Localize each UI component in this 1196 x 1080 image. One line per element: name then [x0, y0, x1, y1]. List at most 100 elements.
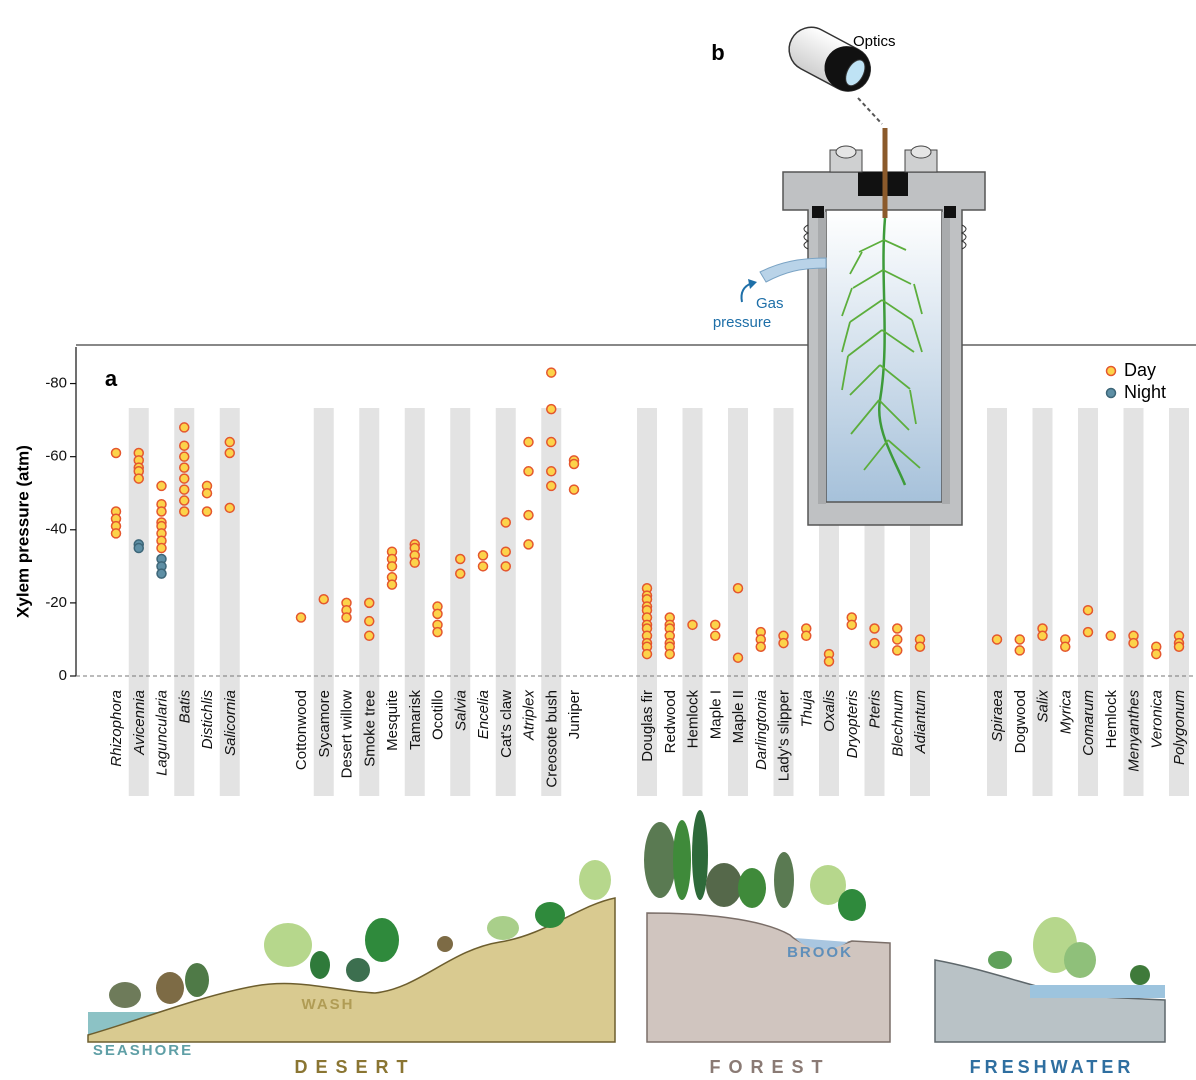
- x-tick-label: Laguncularia: [154, 690, 171, 776]
- data-point: [224, 502, 235, 514]
- data-point: [664, 648, 675, 660]
- region-label: FOREST: [709, 1057, 830, 1077]
- x-tick-label: Atriplex: [521, 690, 538, 742]
- x-tick-label: Spiraea: [989, 690, 1006, 742]
- chamber-wall: [818, 212, 826, 504]
- data-point: [568, 458, 580, 470]
- data-point: [869, 623, 880, 634]
- data-point: [179, 462, 190, 473]
- x-tick-label: Redwood: [662, 690, 679, 753]
- freshwater-plants: [988, 917, 1150, 985]
- data-point: [1151, 648, 1162, 660]
- legend-label: Day: [1124, 360, 1156, 380]
- axes: 0 -20 -40 -60 -80 Xylem pressure (atm) a Rhizop…: [13, 344, 1196, 788]
- x-tick-label: Hemlock: [1103, 690, 1120, 749]
- data-point: [133, 542, 144, 554]
- y-tick-label: -20: [45, 594, 67, 611]
- x-tick-label: Dryopteris: [844, 690, 861, 759]
- data-point: [546, 480, 557, 492]
- x-tick-label: Myrica: [1057, 690, 1074, 734]
- data-point: [201, 506, 213, 517]
- x-tick-label: Encelia: [475, 690, 492, 739]
- x-tick-label: Maple II: [730, 690, 747, 743]
- data-point: [179, 473, 190, 484]
- data-point: [1037, 630, 1048, 642]
- data-point: [364, 597, 375, 609]
- x-tick-label: Tamarisk: [407, 690, 424, 751]
- data-point: [732, 652, 744, 663]
- x-tick-label: Lady's slipper: [776, 690, 793, 781]
- column-shade: [219, 408, 240, 796]
- data-point: [455, 568, 466, 579]
- column-shade: [1123, 408, 1144, 796]
- column-shade: [682, 408, 703, 796]
- region-label: DESERT: [294, 1057, 415, 1077]
- data-point: [523, 509, 534, 521]
- data-point: [710, 630, 721, 642]
- panel-label: b: [711, 40, 724, 65]
- data-point: [224, 447, 235, 459]
- data-point: [500, 546, 511, 557]
- column-shade: [450, 408, 471, 796]
- x-tick-label: Thuja: [798, 690, 815, 728]
- column-shade: [987, 408, 1007, 796]
- data-point: [1082, 604, 1094, 616]
- data-point: [892, 645, 903, 656]
- x-tick-label: Avicennia: [131, 690, 148, 756]
- data-point: [364, 630, 375, 642]
- pond: [1030, 985, 1165, 998]
- column-shade: [1032, 408, 1053, 796]
- data-point: [341, 612, 352, 623]
- column-shade: [404, 408, 425, 796]
- panel-label: a: [105, 366, 118, 391]
- x-tick-label: Adiantum: [912, 690, 929, 754]
- data-point: [156, 542, 167, 554]
- data-point: [892, 634, 903, 645]
- data-point: [846, 619, 857, 631]
- data-point: [523, 539, 534, 550]
- x-tick-label: Comarum: [1080, 690, 1097, 756]
- data-point: [201, 487, 213, 499]
- column-shade: [541, 408, 562, 796]
- data-point: [778, 637, 789, 649]
- data-point: [869, 637, 880, 649]
- data-point: [914, 641, 926, 653]
- data-point: [386, 561, 398, 572]
- data-point: [179, 440, 190, 451]
- x-tick-label: Ocotillo: [430, 690, 447, 740]
- data-point: [801, 630, 812, 642]
- data-point: [641, 648, 653, 660]
- column-shading: [128, 408, 1189, 796]
- x-tick-label: Maple I: [707, 690, 724, 739]
- x-tick-label: Salix: [1035, 690, 1052, 723]
- data-point: [1014, 645, 1025, 656]
- gas-arrowhead: [748, 279, 757, 289]
- column-shade: [174, 408, 195, 796]
- data-point: [1128, 637, 1139, 649]
- x-tick-label: Pteris: [867, 690, 884, 729]
- sight-line: [857, 97, 883, 125]
- column-shade: [128, 408, 149, 796]
- data-point: [455, 553, 466, 565]
- data-point: [523, 466, 534, 477]
- data-point: [179, 451, 190, 462]
- data-point: [179, 422, 190, 433]
- x-tick-label: Dogwood: [1012, 690, 1029, 753]
- x-tick-label: Desert willow: [339, 690, 356, 779]
- legend-label: Night: [1124, 382, 1166, 402]
- optics-label: Optics: [853, 33, 896, 50]
- data-point: [156, 506, 167, 517]
- data-point: [224, 436, 235, 448]
- column-shade: [728, 408, 748, 796]
- column-shade: [495, 408, 516, 796]
- seal: [812, 206, 824, 218]
- knob-head: [910, 145, 932, 159]
- data-point: [179, 484, 190, 495]
- data-point: [755, 641, 766, 653]
- brook: [795, 938, 848, 950]
- gas-inlet: [759, 257, 827, 283]
- leaves: [841, 239, 923, 471]
- x-tick-label: Sycamore: [316, 690, 333, 758]
- optics: [788, 26, 871, 92]
